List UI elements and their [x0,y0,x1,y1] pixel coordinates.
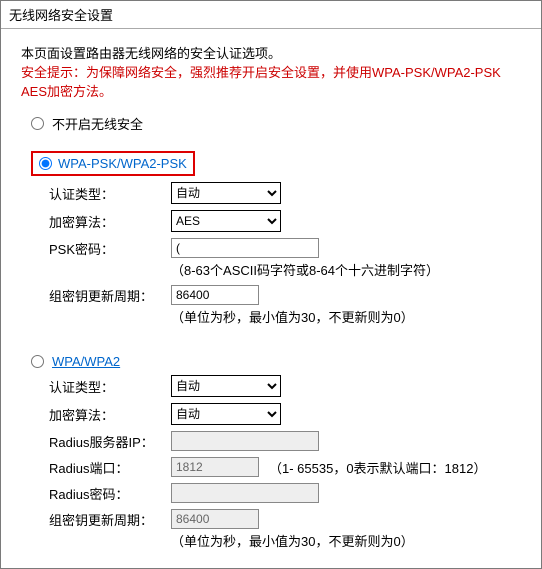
label-auth-type: 认证类型： [49,184,171,203]
row-enc-algo-2: 加密算法： 自动 [49,403,521,425]
row-psk-password: PSK密码： [49,238,521,258]
wpa-psk-highlight-box: WPA-PSK/WPA2-PSK [31,151,195,176]
panel-body: 本页面设置路由器无线网络的安全认证选项。 安全提示：为保障网络安全，强烈推荐开启… [1,29,541,568]
radio-disable-security[interactable] [31,117,44,130]
radio-wpa-psk-label: WPA-PSK/WPA2-PSK [58,156,187,171]
input-group-key-2[interactable] [171,509,259,529]
radio-disable-label: 不开启无线安全 [52,114,143,133]
radio-wpa[interactable] [31,355,44,368]
hint-group-key-1: （单位为秒，最小值为30，不更新则为0） [171,307,521,326]
input-radius-pwd[interactable] [171,483,319,503]
input-psk-password[interactable] [171,238,319,258]
row-group-key-2: 组密钥更新周期： [49,509,521,529]
input-group-key-1[interactable] [171,285,259,305]
row-radius-ip: Radius服务器IP： [49,431,521,451]
input-radius-ip[interactable] [171,431,319,451]
select-enc-algo-1[interactable]: AES [171,210,281,232]
input-radius-port[interactable] [171,457,259,477]
label-radius-ip: Radius服务器IP： [49,432,171,451]
radio-row-disable: 不开启无线安全 [31,114,521,133]
label-radius-pwd: Radius密码： [49,484,171,503]
radio-row-wpa-psk: WPA-PSK/WPA2-PSK [31,151,521,176]
label-radius-port: Radius端口： [49,458,171,477]
hint-radius-port: （1- 65535，0表示默认端口：1812） [269,458,486,477]
row-radius-port: Radius端口： （1- 65535，0表示默认端口：1812） [49,457,521,477]
radio-row-wpa: WPA/WPA2 [31,354,521,369]
row-auth-type-1: 认证类型： 自动 [49,182,521,204]
wpa2-section: WPA/WPA2 认证类型： 自动 加密算法： 自动 [21,354,521,550]
row-group-key-1: 组密钥更新周期： [49,285,521,305]
hint-psk: （8-63个ASCII码字符或8-64个十六进制字符） [171,260,521,279]
row-radius-pwd: Radius密码： [49,483,521,503]
row-enc-algo-1: 加密算法： AES [49,210,521,232]
select-auth-type-1[interactable]: 自动 [171,182,281,204]
radio-wpa-psk[interactable] [39,157,52,170]
radio-wpa-label: WPA/WPA2 [52,354,120,369]
select-enc-algo-2[interactable]: 自动 [171,403,281,425]
row-auth-type-2: 认证类型： 自动 [49,375,521,397]
intro-line-1: 本页面设置路由器无线网络的安全认证选项。 [21,43,521,62]
select-auth-type-2[interactable]: 自动 [171,375,281,397]
label-psk-password: PSK密码： [49,239,171,258]
panel-title: 无线网络安全设置 [1,1,541,29]
label-group-key-2: 组密钥更新周期： [49,510,171,529]
label-enc-algo: 加密算法： [49,212,171,231]
wireless-security-panel: 无线网络安全设置 本页面设置路由器无线网络的安全认证选项。 安全提示：为保障网络… [0,0,542,569]
hint-group-key-2: （单位为秒，最小值为30，不更新则为0） [171,531,521,550]
intro-warning: 安全提示：为保障网络安全，强烈推荐开启安全设置，并使用WPA-PSK/WPA2-… [21,62,521,100]
label-auth-type-2: 认证类型： [49,377,171,396]
label-enc-algo-2: 加密算法： [49,405,171,424]
label-group-key: 组密钥更新周期： [49,286,171,305]
